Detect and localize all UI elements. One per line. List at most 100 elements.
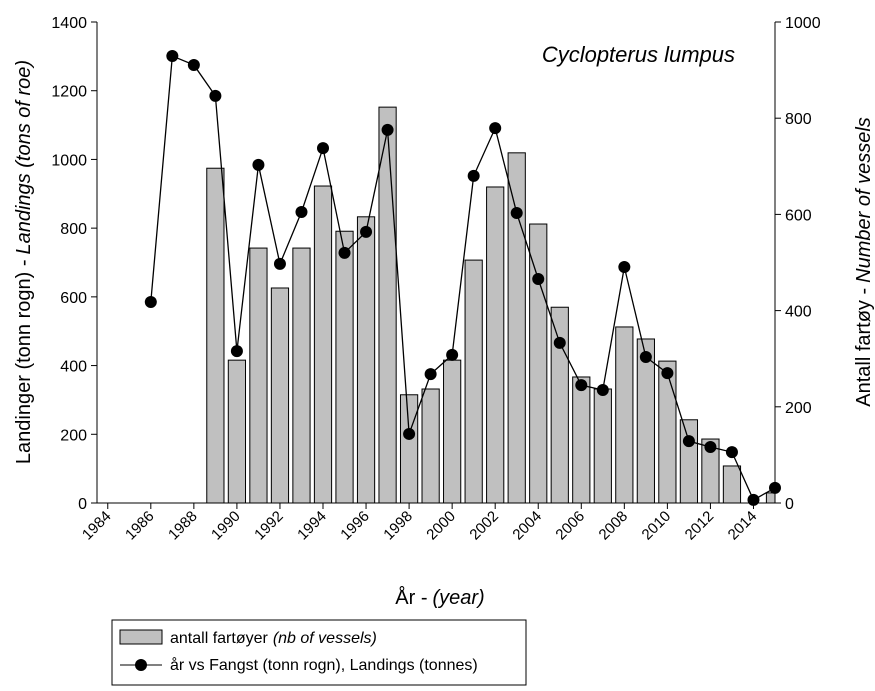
- marker: [403, 427, 416, 440]
- bar: [636, 338, 655, 504]
- x-tick-label: 2010: [639, 508, 675, 544]
- y2-tick-label: 600: [785, 207, 812, 224]
- y-tick-label: 1000: [51, 152, 87, 169]
- y2-tick-label: 0: [785, 496, 794, 513]
- marker: [510, 207, 523, 220]
- x-tick-label: 2002: [466, 508, 502, 544]
- bar: [399, 394, 419, 504]
- x-tick-label: 1984: [79, 508, 115, 544]
- x-tick-label: 2014: [725, 508, 761, 544]
- bar: [421, 388, 440, 504]
- bar: [550, 306, 569, 504]
- y2-label-note: Number of vessels: [853, 117, 875, 283]
- bar: [249, 247, 268, 504]
- marker: [166, 50, 179, 63]
- x-axis-label: År - (year): [395, 586, 484, 609]
- marker: [618, 260, 631, 273]
- legend-entry: antall fartøyer (nb of vessels): [170, 630, 377, 647]
- y-tick-label: 600: [60, 290, 87, 307]
- bar: [335, 230, 354, 504]
- bar: [206, 167, 225, 504]
- bar: [464, 259, 483, 504]
- y2-tick-label: 200: [785, 400, 812, 417]
- bar: [378, 106, 397, 504]
- x-tick-label: 2000: [423, 508, 459, 544]
- marker: [575, 379, 588, 392]
- y2-tick-label: 1000: [785, 15, 821, 32]
- legend-name: antall fartøyer: [170, 630, 268, 647]
- legend-note: (nb of vessels): [273, 630, 377, 647]
- y-tick-label: 200: [60, 427, 87, 444]
- marker: [532, 272, 545, 285]
- bar: [356, 216, 376, 504]
- y-tick-label: 1200: [51, 84, 87, 101]
- y-tick-label: 400: [60, 359, 87, 376]
- marker: [424, 368, 437, 381]
- marker: [338, 246, 351, 259]
- marker: [489, 122, 502, 135]
- y-label-note: Landings (tons of roe): [13, 60, 35, 255]
- x-tick-label: 1992: [251, 508, 287, 544]
- marker: [467, 169, 480, 182]
- marker: [704, 440, 717, 453]
- x-tick-label: 1996: [337, 508, 373, 544]
- marker: [682, 435, 695, 448]
- x-tick-label: 1988: [165, 508, 201, 544]
- bar: [313, 185, 333, 504]
- marker: [661, 367, 674, 380]
- legend-entry: år vs Fangst (tonn rogn), Landings (tonn…: [170, 656, 478, 674]
- bar: [486, 186, 505, 504]
- bar: [765, 492, 776, 504]
- bar: [529, 223, 548, 504]
- bar: [572, 376, 591, 504]
- bar: [443, 359, 462, 504]
- marker: [381, 123, 394, 136]
- marker: [317, 142, 329, 155]
- bar: [507, 152, 526, 504]
- y2-axis-label: Antall fartøy - Number of vessels: [853, 117, 875, 407]
- x-tick-label: 1994: [294, 508, 330, 544]
- marker: [639, 350, 652, 363]
- x-tick-label: 2008: [596, 508, 632, 544]
- marker: [273, 257, 286, 270]
- marker: [596, 383, 609, 396]
- x-label-note: (year): [432, 587, 484, 609]
- y2-tick-label: 400: [785, 304, 812, 321]
- x-tick-label: 2004: [509, 508, 545, 544]
- x-tick-label: 2012: [682, 508, 718, 544]
- legend-box: [111, 619, 527, 686]
- x-tick-label: 1998: [380, 508, 416, 544]
- legend: antall fartøyer (nb of vessels) år vs Fan…: [111, 619, 527, 686]
- bar: [593, 388, 612, 504]
- bar: [292, 247, 311, 504]
- marker: [209, 89, 222, 102]
- y-tick-label: 1400: [51, 15, 87, 32]
- bar: [722, 465, 742, 504]
- line: [150, 55, 776, 501]
- y-tick-label: 0: [78, 496, 87, 513]
- y2-tick-label: 800: [785, 111, 812, 128]
- legend-marker: [135, 659, 147, 671]
- marker: [553, 336, 566, 349]
- y-label-main: Landinger (tonn rogn) -: [13, 259, 35, 464]
- chart-title: Cyclopterus lumpus: [542, 42, 735, 67]
- bar: [270, 287, 290, 504]
- marker: [144, 296, 157, 309]
- bar: [679, 419, 699, 504]
- bar: [615, 326, 634, 504]
- marker: [295, 205, 308, 218]
- marker: [187, 58, 200, 71]
- marker: [446, 348, 459, 361]
- y-axis-label: Landinger (tonn rogn) - Landings (tons of…: [13, 60, 35, 464]
- x-tick-label: 1990: [208, 508, 244, 544]
- marker: [725, 446, 738, 459]
- x-tick-label: 2006: [552, 508, 588, 544]
- bar: [658, 360, 677, 504]
- marker: [230, 345, 243, 358]
- x-label-main: År -: [395, 586, 427, 609]
- bar: [227, 359, 247, 504]
- marker: [360, 225, 373, 238]
- legend-bar-swatch: [119, 629, 163, 645]
